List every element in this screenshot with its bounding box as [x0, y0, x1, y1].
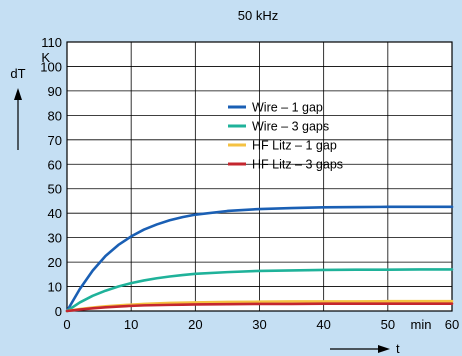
y-tick-labels: 0 10 20 30 40 50 60 70 80 90 100 110 [40, 35, 62, 319]
y-tick-label: 60 [48, 157, 62, 172]
y-tick-label: 0 [55, 304, 62, 319]
x-tick-label: 10 [124, 317, 138, 332]
chart-title: 50 kHz [238, 8, 278, 23]
plot-grid [66, 41, 453, 312]
x-tick-label: 0 [63, 317, 70, 332]
x-unit: min [411, 317, 432, 332]
legend-label: Wire – 1 gap [252, 101, 323, 115]
series-line [65, 302, 454, 313]
y-tick-label: 10 [48, 280, 62, 295]
series-line [65, 205, 454, 313]
x-axis-arrow [330, 345, 390, 353]
legend-label: HF Litz – 3 gaps [252, 158, 343, 172]
y-tick-label: 80 [48, 108, 62, 123]
series-line [65, 268, 454, 313]
legend-label: HF Litz – 1 gap [252, 139, 337, 153]
y-tick-label: 90 [48, 84, 62, 99]
y-axis-arrow [14, 88, 22, 150]
x-axis-label: t [396, 341, 400, 356]
x-tick-labels: 0 10 20 30 40 50 60 [63, 317, 459, 332]
x-tick-label: 50 [381, 317, 395, 332]
legend-label: Wire – 3 gaps [252, 120, 329, 134]
y-tick-label: 100 [40, 59, 62, 74]
y-tick-label: 40 [48, 206, 62, 221]
x-tick-label: 60 [445, 317, 459, 332]
y-tick-label: 20 [48, 255, 62, 270]
y-tick-label: 50 [48, 182, 62, 197]
y-tick-label: 70 [48, 133, 62, 148]
x-tick-label: 40 [316, 317, 330, 332]
y-axis-label: dT [10, 66, 25, 81]
y-tick-label: 110 [41, 35, 62, 50]
y-tick-label: 30 [48, 231, 62, 246]
y-unit: K [41, 50, 50, 65]
x-tick-label: 20 [188, 317, 202, 332]
x-tick-label: 30 [252, 317, 266, 332]
series-lines [65, 205, 454, 313]
legend: Wire – 1 gap Wire – 3 gaps HF Litz – 1 gap… [228, 101, 343, 172]
